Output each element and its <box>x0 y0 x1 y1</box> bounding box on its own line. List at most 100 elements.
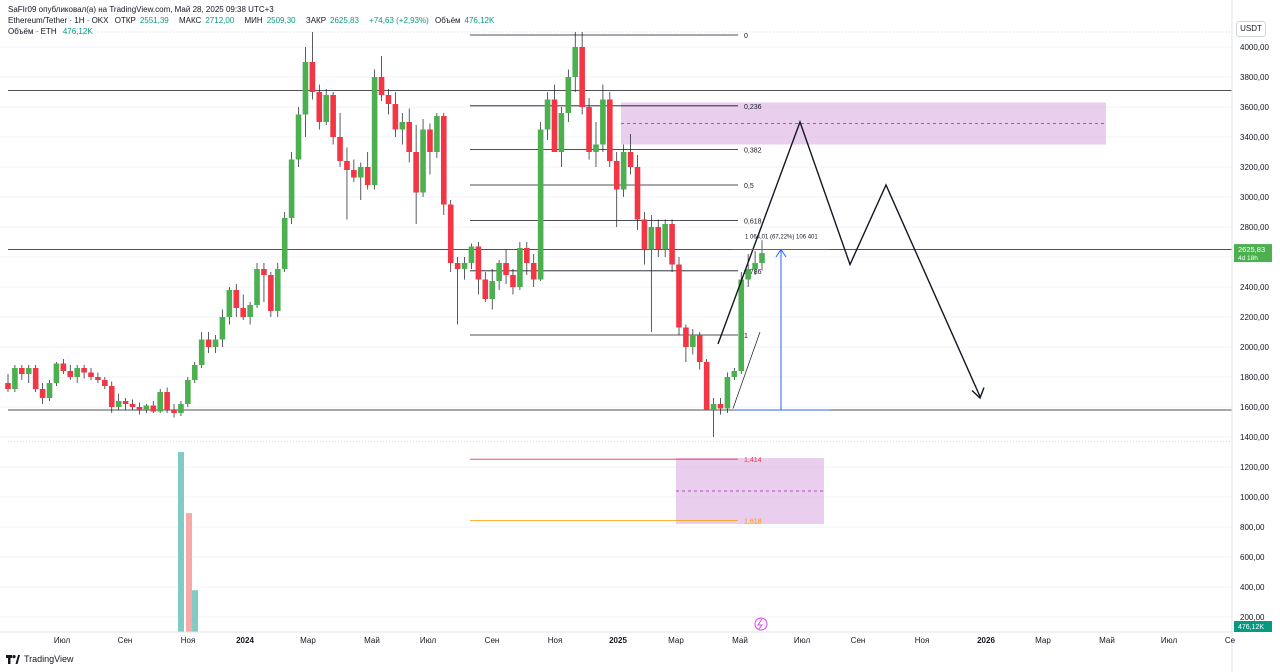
fib-label: 1,618 <box>744 518 762 525</box>
symbol-title[interactable]: Ethereum/Tether · 1Н · OKX <box>8 16 109 25</box>
candle <box>579 32 585 115</box>
candle-body <box>738 279 745 371</box>
candle <box>489 269 496 310</box>
candle <box>634 155 641 230</box>
candle-body <box>102 380 108 386</box>
candle-body <box>274 269 281 311</box>
candle-body <box>295 114 302 160</box>
candle <box>344 147 350 220</box>
candle-body <box>447 204 454 263</box>
candle-body <box>12 368 18 389</box>
candle <box>696 332 703 370</box>
candle-body <box>454 263 461 269</box>
candle <box>551 84 558 152</box>
time-label: Июл <box>1161 636 1178 645</box>
candle-body <box>385 95 392 104</box>
brand-label: TradingView <box>24 654 74 664</box>
candle-body <box>108 386 115 407</box>
currency-button[interactable]: USDT <box>1236 21 1266 37</box>
candle-body <box>627 152 634 167</box>
candle-body <box>25 368 32 374</box>
candle-body <box>524 248 530 263</box>
candle-body <box>468 246 475 263</box>
candle-body <box>254 269 260 305</box>
candle-body <box>690 335 696 347</box>
price-tick: 2400,00 <box>1240 283 1269 292</box>
candle-body <box>261 269 267 275</box>
candle-body <box>281 218 288 269</box>
time-axis[interactable]: Июл Сен Ноя 2024 Мар Май Июл Сен Ноя 2025 Мар Май Ию… <box>0 617 1236 645</box>
change-value: +74,63 (+2,93%) <box>369 16 429 25</box>
candle-body <box>233 290 240 308</box>
candle-body <box>607 99 613 161</box>
candle <box>115 393 122 410</box>
time-label: Июл <box>420 636 437 645</box>
candle <box>330 92 336 145</box>
candle <box>157 389 163 413</box>
candle-body <box>669 224 675 265</box>
horizontal-levels <box>8 31 1232 442</box>
price-tick: 1600,00 <box>1240 403 1269 412</box>
time-label: Ноя <box>915 636 930 645</box>
price-tick: 1800,00 <box>1240 373 1269 382</box>
candle-body <box>496 263 502 281</box>
time-label: 2026 <box>977 636 995 645</box>
candle-body <box>551 99 558 152</box>
candle-body <box>150 405 157 412</box>
price-tick: 200,00 <box>1240 613 1265 622</box>
candle-body <box>427 129 433 152</box>
tradingview-logo[interactable]: TradingView <box>6 654 74 664</box>
open-value: 2551,39 <box>139 16 169 25</box>
candle <box>752 251 758 275</box>
forecast-arrowhead <box>971 387 985 400</box>
forecast-drawings: 1 064,01 (67,22%) 106 401 <box>717 119 985 411</box>
price-tick: 2000,00 <box>1240 343 1269 352</box>
candle <box>510 269 516 295</box>
candle <box>247 302 253 325</box>
candle <box>613 152 620 227</box>
candle-body <box>703 362 710 410</box>
candle-body <box>143 405 150 410</box>
candle <box>544 92 551 140</box>
candle-body <box>662 224 668 250</box>
candle <box>517 242 523 290</box>
candle-body <box>696 335 703 362</box>
measure-label: 1 064,01 (67,22%) 106 401 <box>745 234 818 240</box>
candle <box>171 404 177 418</box>
candle <box>406 108 413 163</box>
candle-body <box>475 246 482 280</box>
candle-body <box>759 253 765 263</box>
price-axis[interactable]: 4000,00 3800,00 3600,00 3400,00 3200,00 3000,… <box>1231 0 1272 672</box>
candle-body <box>81 368 87 373</box>
candle <box>620 144 627 197</box>
candle-body <box>378 77 385 95</box>
candle <box>129 399 136 410</box>
fib-label: 1 <box>744 333 748 340</box>
time-label: Сен <box>485 636 500 645</box>
forecast-path <box>717 119 981 397</box>
candle-body <box>164 392 170 410</box>
candle <box>627 134 634 175</box>
fib-label: 0,382 <box>744 148 762 155</box>
candle-body <box>323 95 330 122</box>
candle-body <box>641 219 648 250</box>
price-tick: 3800,00 <box>1240 73 1269 82</box>
candle <box>648 215 655 332</box>
candle <box>191 362 198 383</box>
candle-body <box>129 404 136 407</box>
time-label: Май <box>732 636 748 645</box>
candle <box>122 398 129 410</box>
candle <box>136 402 143 415</box>
candle <box>530 254 537 287</box>
candle-body <box>185 380 191 404</box>
publisher-text: SaFIr09 опубликовал(а) на TradingView.co… <box>8 5 274 14</box>
price-tick: 600,00 <box>1240 553 1265 562</box>
candle-body <box>392 104 399 130</box>
candle-body <box>406 122 413 152</box>
volume-row-value: 476,12K <box>62 27 93 36</box>
candle <box>316 84 323 130</box>
candle-body <box>136 407 143 410</box>
candle <box>440 113 447 215</box>
volume-row-label[interactable]: Объём · ETH <box>8 27 57 36</box>
